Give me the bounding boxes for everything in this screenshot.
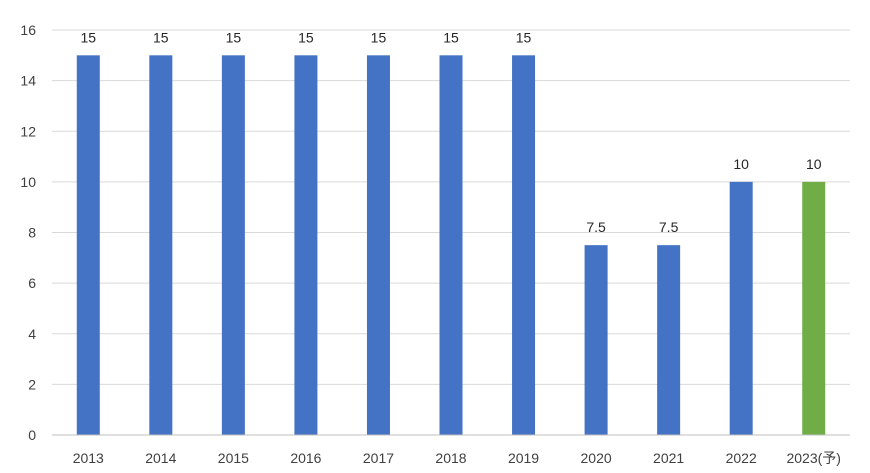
- data-label-2015: 15: [226, 29, 242, 45]
- bar-2018: [439, 55, 463, 435]
- x-tick-label-2018: 2018: [435, 450, 466, 466]
- data-label-2021: 7.5: [659, 219, 679, 235]
- x-tick-label-2021: 2021: [653, 450, 684, 466]
- y-tick-label: 16: [20, 22, 36, 38]
- y-tick-label: 10: [20, 174, 36, 190]
- x-tick-label-2014: 2014: [145, 450, 176, 466]
- x-tick-label-2020: 2020: [581, 450, 612, 466]
- data-label-2020: 7.5: [586, 219, 606, 235]
- y-tick-label: 8: [28, 225, 36, 241]
- y-tick-label: 0: [28, 427, 36, 443]
- bar-2019: [512, 55, 536, 435]
- x-axis-tick-labels: 2013 2014 2015 2016 2017 2018 2019 2020 2021 2022…: [73, 450, 841, 466]
- bar-2016: [294, 55, 318, 435]
- y-tick-label: 12: [20, 123, 36, 139]
- y-tick-label: 4: [28, 326, 36, 342]
- data-label-2016: 15: [298, 29, 314, 45]
- x-tick-label-2022: 2022: [726, 450, 757, 466]
- bar-2020: [584, 245, 608, 435]
- bar-2013: [76, 55, 100, 435]
- data-labels: 15 15 15 15 15 15 15 7.5 7.5 10 10: [80, 29, 821, 235]
- data-label-2017: 15: [371, 29, 387, 45]
- x-tick-label-2015: 2015: [218, 450, 249, 466]
- bar-2021: [657, 245, 681, 435]
- data-label-2022: 10: [733, 156, 749, 172]
- y-axis-tick-labels: 0 2 4 6 8 10 12 14 16: [20, 22, 36, 443]
- x-tick-label-2023(予): 2023(予): [786, 450, 840, 466]
- data-label-2018: 15: [443, 29, 459, 45]
- y-tick-label: 2: [28, 376, 36, 392]
- y-tick-label: 6: [28, 275, 36, 291]
- bars: [76, 55, 826, 435]
- data-label-2019: 15: [516, 29, 532, 45]
- bar-2017: [366, 55, 390, 435]
- x-tick-label-2017: 2017: [363, 450, 394, 466]
- x-tick-label-2016: 2016: [290, 450, 321, 466]
- bar-2014: [149, 55, 173, 435]
- data-label-2013: 15: [80, 29, 96, 45]
- data-label-2023(予): 10: [806, 156, 822, 172]
- bar-2023(予): [802, 181, 826, 435]
- bar-2022: [729, 181, 753, 435]
- bar-2015: [221, 55, 245, 435]
- x-tick-label-2013: 2013: [73, 450, 104, 466]
- data-label-2014: 15: [153, 29, 169, 45]
- y-tick-label: 14: [20, 73, 36, 89]
- x-tick-label-2019: 2019: [508, 450, 539, 466]
